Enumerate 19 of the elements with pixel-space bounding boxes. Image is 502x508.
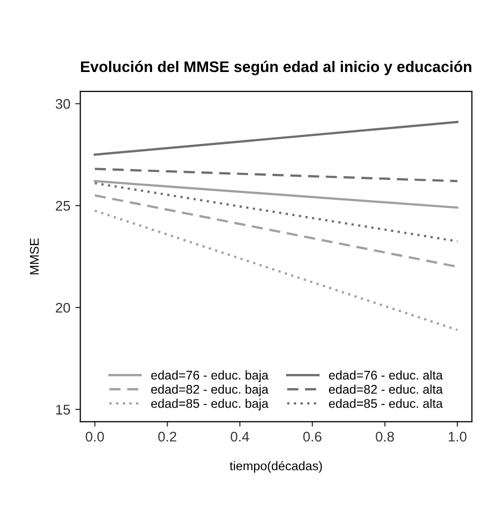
legend-label: edad=76 - educ. alta bbox=[328, 370, 443, 380]
x-axis-title: tiempo(décadas) bbox=[230, 460, 322, 473]
legend-label: edad=82 - educ. alta bbox=[328, 384, 443, 394]
chart-title: Evolución del MMSE según edad al inicio y educación bbox=[81, 60, 472, 76]
x-tick-label: 0.0 bbox=[86, 432, 104, 442]
legend-label: edad=85 - educ. alta bbox=[328, 398, 443, 408]
legend-label: edad=82 - educ. baja bbox=[151, 384, 268, 396]
legend-label: edad=85 - educ. baja bbox=[151, 398, 268, 410]
x-tick-label: 1.0 bbox=[448, 432, 466, 442]
y-tick-label: 20 bbox=[56, 302, 70, 313]
y-tick-label: 15 bbox=[56, 404, 70, 415]
x-tick-label: 0.2 bbox=[158, 432, 176, 442]
x-tick-label: 0.6 bbox=[303, 432, 322, 442]
legend-label: edad=76 - educ. baja bbox=[151, 370, 268, 382]
y-axis-title: MMSE bbox=[30, 238, 39, 274]
x-tick-label: 0.4 bbox=[230, 432, 250, 442]
x-tick-label: 0.8 bbox=[376, 432, 394, 442]
y-tick-label: 30 bbox=[56, 99, 70, 109]
y-tick-label: 25 bbox=[56, 200, 70, 211]
